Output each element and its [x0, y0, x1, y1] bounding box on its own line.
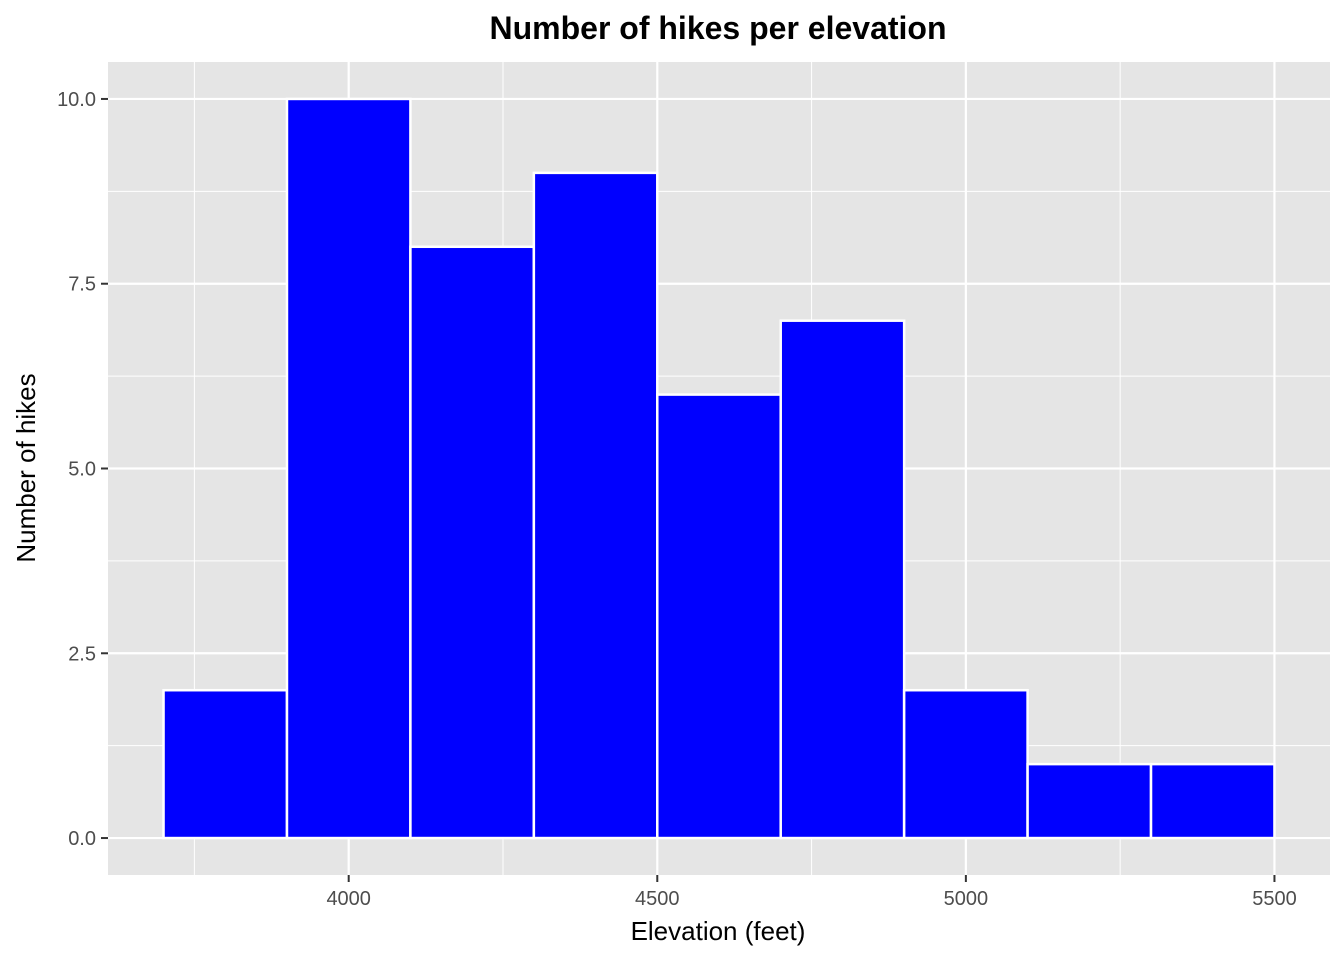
- x-tick-label: 5500: [1252, 888, 1297, 910]
- histogram-bar: [656, 393, 782, 840]
- histogram-bar: [162, 688, 289, 840]
- x-tick-label: 5000: [944, 888, 989, 910]
- y-tick-label: 5.0: [68, 459, 96, 481]
- y-tick-label: 7.5: [68, 274, 96, 296]
- x-axis-title: Elevation (feet): [631, 916, 806, 946]
- y-tick-label: 2.5: [68, 643, 96, 665]
- chart-title: Number of hikes per elevation: [489, 10, 946, 46]
- histogram-bar: [1026, 762, 1153, 840]
- y-axis: 0.0 2.5 5.0 7.5 10.0: [57, 89, 108, 850]
- histogram-bar: [285, 97, 412, 840]
- histogram-bar: [532, 171, 659, 840]
- histogram-bar: [1149, 762, 1276, 840]
- histogram-bar: [902, 688, 1029, 840]
- y-axis-title: Number of hikes: [11, 373, 41, 562]
- histogram-bar: [779, 319, 906, 840]
- y-tick-label: 0.0: [68, 828, 96, 850]
- histogram-bar: [409, 245, 536, 840]
- x-axis: 4000 4500 5000 5500: [326, 875, 1297, 910]
- y-tick-label: 10.0: [57, 89, 96, 111]
- x-tick-label: 4000: [326, 888, 371, 910]
- x-tick-label: 4500: [635, 888, 680, 910]
- histogram-bars: [162, 97, 1276, 840]
